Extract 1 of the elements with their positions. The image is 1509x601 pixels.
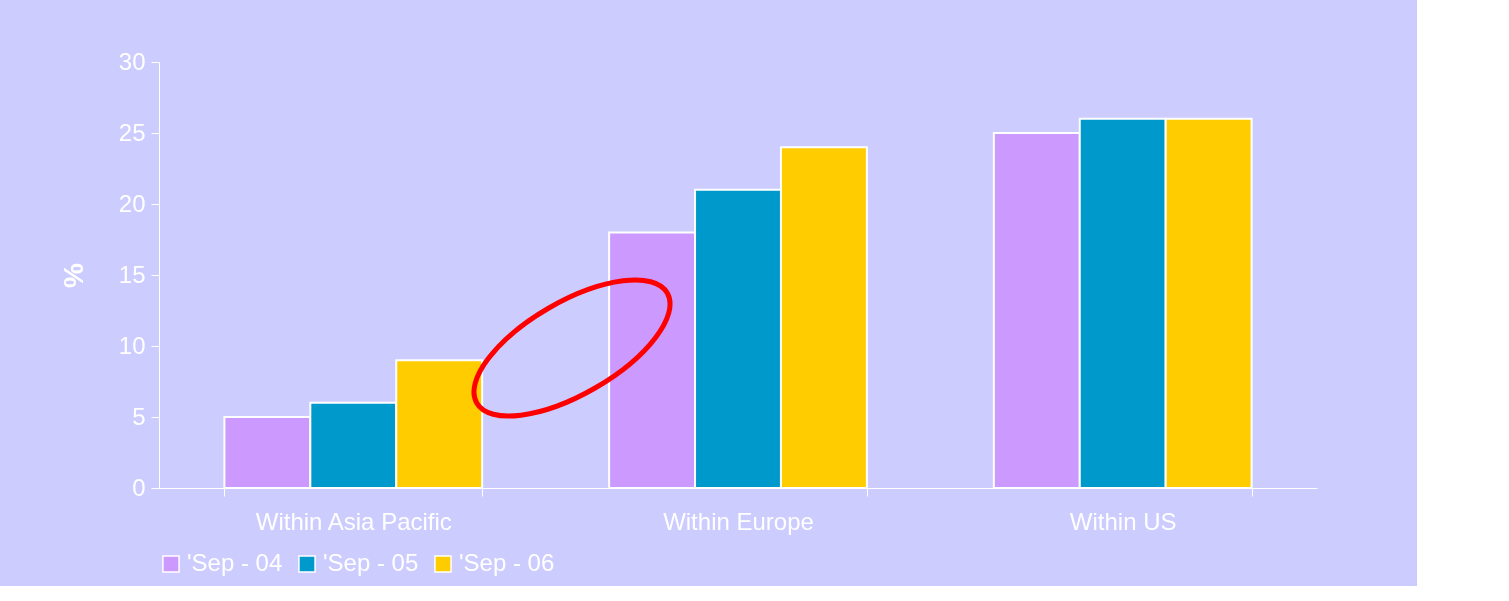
y-axis-title: % [57, 262, 89, 288]
